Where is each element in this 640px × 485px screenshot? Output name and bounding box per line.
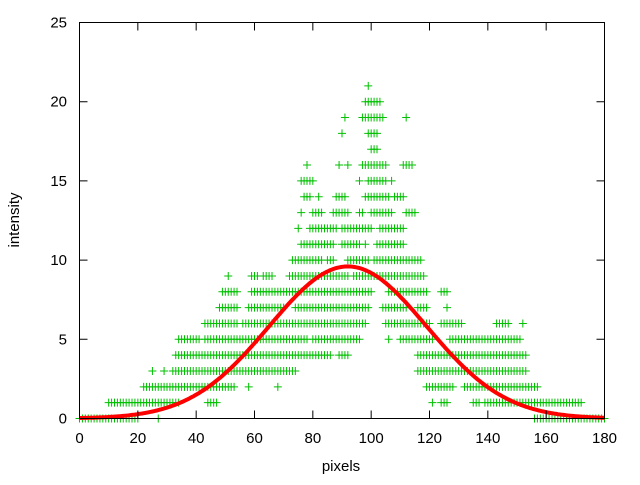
x-axis-label: pixels (322, 458, 360, 475)
data-point (504, 319, 513, 328)
x-tick-label: 60 (246, 430, 263, 447)
data-point (361, 240, 370, 249)
data-point (373, 129, 381, 138)
y-axis-label: intensity (6, 192, 23, 248)
data-point (291, 366, 300, 375)
data-point (335, 161, 344, 170)
x-tick-label: 40 (188, 430, 205, 447)
x-tick-label: 0 (75, 430, 83, 447)
data-point (367, 224, 376, 233)
y-tick-label: 20 (50, 94, 67, 111)
data-point (373, 145, 381, 154)
data-point (448, 382, 457, 391)
data-point (343, 208, 352, 217)
data-point (355, 176, 364, 185)
data-point (425, 319, 434, 328)
data-point (387, 176, 396, 185)
data-point (384, 335, 393, 344)
x-tick-label: 140 (475, 430, 500, 447)
x-tick-label: 180 (592, 430, 617, 447)
data-point (422, 303, 431, 312)
data-point (521, 366, 530, 375)
scatter-points (75, 81, 609, 423)
data-point (408, 161, 416, 170)
data-point (457, 319, 466, 328)
data-point (343, 351, 352, 360)
data-point (340, 113, 349, 122)
plot-border (79, 22, 605, 419)
data-point (443, 303, 451, 312)
data-point (305, 192, 314, 201)
x-tick-labels: 0 20 40 60 80 100 120 140 160 180 (75, 430, 617, 447)
data-point (521, 351, 530, 360)
data-point (297, 208, 306, 217)
data-point (338, 129, 346, 138)
data-point (402, 113, 411, 122)
x-tick-label: 20 (129, 430, 146, 447)
data-point (387, 208, 396, 217)
data-point (378, 113, 387, 122)
data-point (273, 382, 282, 391)
y-tick-label: 5 (59, 331, 67, 348)
data-point (515, 335, 524, 344)
data-point (317, 208, 326, 217)
y-tick-label: 10 (50, 252, 67, 269)
y-tick-label: 15 (50, 173, 67, 190)
x-tick-label: 80 (304, 430, 321, 447)
data-point (577, 398, 586, 407)
data-point (355, 335, 364, 344)
data-point (410, 208, 419, 217)
data-point (443, 287, 451, 296)
data-point (428, 398, 437, 407)
data-point (230, 382, 239, 391)
data-point (268, 271, 276, 280)
data-point (533, 382, 542, 391)
data-point (233, 303, 241, 312)
data-point (422, 287, 431, 296)
x-tick-label: 160 (534, 430, 559, 447)
data-point (358, 208, 367, 217)
data-point (314, 192, 323, 201)
y-tick-label: 0 (59, 411, 67, 428)
x-tick-label: 120 (417, 430, 442, 447)
data-point (148, 366, 157, 375)
data-point (364, 81, 373, 90)
data-point (367, 287, 376, 296)
y-tick-label: 25 (50, 15, 67, 32)
data-point (399, 192, 408, 201)
data-point (329, 240, 338, 249)
x-tick-label: 100 (359, 430, 384, 447)
data-point (244, 382, 253, 391)
data-point (308, 176, 317, 185)
data-point (399, 224, 408, 233)
data-point (329, 256, 338, 265)
gaussian-fit-line (79, 264, 605, 420)
data-point (361, 319, 370, 328)
axis-ticks (79, 22, 605, 419)
data-point (381, 161, 390, 170)
data-point (443, 398, 451, 407)
data-point (294, 224, 303, 233)
data-point (212, 398, 221, 407)
data-point (233, 287, 241, 296)
data-point (375, 97, 384, 106)
data-point (428, 335, 437, 344)
data-point (416, 256, 425, 265)
data-point (518, 319, 527, 328)
data-point (326, 351, 335, 360)
data-point (399, 240, 408, 249)
data-point (343, 161, 352, 170)
data-point (224, 271, 233, 280)
data-point (364, 303, 373, 312)
data-point (419, 271, 428, 280)
y-tick-labels: 0 5 10 15 20 25 (50, 15, 67, 428)
data-point (340, 192, 349, 201)
data-point (303, 161, 311, 170)
data-point (160, 366, 169, 375)
